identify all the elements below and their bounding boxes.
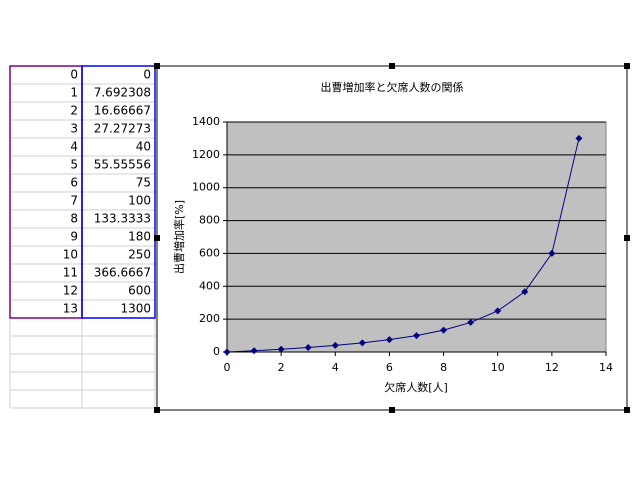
x-tick-label: 2 [278, 361, 285, 374]
marker [575, 134, 583, 142]
cell: 9 [70, 230, 78, 244]
cell: 3 [70, 122, 78, 136]
cell: 10 [63, 248, 78, 262]
marker [467, 318, 475, 326]
marker [548, 249, 556, 257]
x-tick-label: 0 [224, 361, 231, 374]
marker [277, 345, 285, 353]
y-tick-label: 200 [199, 312, 220, 325]
cell: 5 [70, 158, 78, 172]
cell: 55.55556 [94, 158, 151, 172]
cell: 7.692308 [94, 86, 151, 100]
y-tick-label: 600 [199, 246, 220, 259]
plot-area [226, 121, 607, 353]
cell: 0 [143, 68, 151, 82]
cell: 180 [128, 230, 151, 244]
cell: 8 [70, 212, 78, 226]
cell: 600 [128, 284, 151, 298]
cell: 7 [70, 194, 78, 208]
cell: 250 [128, 248, 151, 262]
x-tick-label: 8 [440, 361, 447, 374]
marker [413, 332, 420, 340]
cell: 133.3333 [94, 212, 151, 226]
x-tick-label: 12 [545, 361, 559, 374]
cell: 40 [136, 140, 151, 154]
marker [494, 307, 502, 315]
selection-handles [154, 63, 630, 413]
cell: 13 [63, 302, 78, 316]
x-tick-label: 4 [332, 361, 339, 374]
cell: 0 [70, 68, 78, 82]
selection-y [81, 65, 156, 319]
y-tick-label: 1400 [192, 115, 220, 128]
y-tick-label: 800 [199, 214, 220, 227]
marker [304, 344, 312, 352]
cell: 16.66667 [94, 104, 151, 118]
marker [223, 348, 231, 356]
cell: 4 [70, 140, 78, 154]
x-axis-label: 欠席人数[人] [384, 380, 448, 394]
cell: 2 [70, 104, 78, 118]
x-tick-label: 6 [386, 361, 393, 374]
y-tick-label: 1000 [192, 181, 220, 194]
x-tick-label: 14 [599, 361, 613, 374]
cell: 366.6667 [94, 266, 151, 280]
marker [331, 341, 339, 349]
marker [521, 288, 529, 296]
cell: 75 [136, 176, 151, 190]
chart: 0 200 400 600 800 1000 1200 1400 0 2 4 6 8 10 12 14 [192, 115, 613, 374]
marker [250, 347, 258, 355]
y-tick-label: 0 [213, 345, 220, 358]
spreadsheet: 0 0 1 7.692308 2 16.66667 3 27.27273 4 40 5 55.5555… [9, 65, 156, 409]
y-axis-label: 出曹増加率[%] [172, 200, 186, 274]
cell: 100 [128, 194, 151, 208]
y-tick-label: 1200 [192, 148, 220, 161]
y-tick-label: 400 [199, 279, 220, 292]
x-tick-label: 10 [491, 361, 505, 374]
marker [358, 339, 366, 347]
series-line [226, 138, 580, 353]
cell: 1 [70, 86, 78, 100]
marker [440, 326, 448, 334]
marker [385, 336, 393, 344]
cell: 27.27273 [94, 122, 151, 136]
cell: 11 [63, 266, 78, 280]
cell: 12 [63, 284, 78, 298]
cell: 6 [70, 176, 78, 190]
cell: 1300 [120, 302, 151, 316]
chart-title: 出曹増加率と欠席人数の関係 [321, 80, 464, 94]
